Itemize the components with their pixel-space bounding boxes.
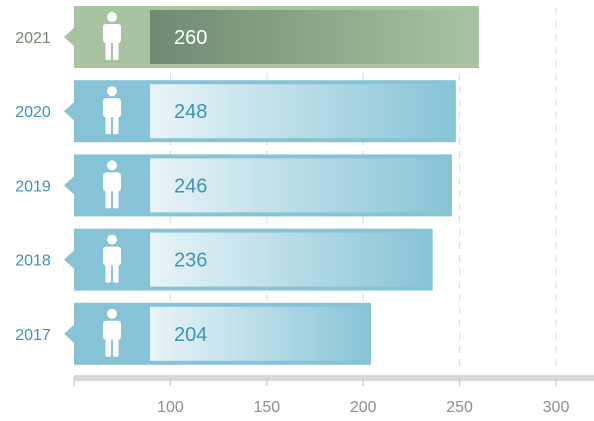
bar-pointer	[64, 323, 75, 344]
bar-fill	[150, 84, 456, 139]
bar-fill	[150, 10, 479, 64]
bar-pointer	[64, 175, 75, 196]
x-tick-label: 250	[446, 399, 473, 416]
bar-group-2021: 2021 260	[15, 6, 479, 68]
x-axis-line	[74, 375, 594, 381]
x-tick-label: 300	[543, 399, 570, 416]
x-tick-label: 150	[253, 399, 280, 416]
bar-group-2018: 2018 236	[15, 228, 433, 291]
bars: 2021 260 2020 248 2019 246 2018 236 2017 204	[15, 6, 479, 365]
category-label: 2018	[15, 253, 51, 270]
category-label: 2019	[15, 178, 51, 195]
bar-value-label: 246	[174, 175, 207, 197]
person-icon	[103, 12, 121, 60]
bar-pointer	[64, 249, 75, 270]
bar-group-2017: 2017 204	[15, 302, 371, 365]
category-label: 2020	[15, 104, 51, 121]
bar-fill	[150, 232, 433, 287]
category-label: 2021	[15, 30, 51, 47]
bar-value-label: 248	[174, 101, 207, 123]
x-axis: 100 150 200 250 300	[73, 375, 594, 416]
bar-value-label: 204	[174, 324, 207, 346]
bar-pointer	[64, 27, 75, 47]
bar-value-label: 236	[174, 250, 207, 272]
x-tick-label: 200	[350, 399, 377, 416]
person-icon	[103, 308, 121, 357]
person-icon	[103, 86, 121, 135]
person-icon	[103, 234, 121, 283]
bar-fill	[150, 306, 371, 361]
category-label: 2017	[15, 327, 51, 344]
bar-value-label: 260	[174, 27, 207, 49]
bar-group-2020: 2020 248	[15, 80, 456, 143]
x-tick-label: 100	[157, 399, 184, 416]
person-icon	[103, 160, 121, 209]
bar-group-2019: 2019 246	[15, 154, 452, 217]
bar-fill	[150, 158, 452, 213]
bar-pointer	[64, 101, 75, 122]
